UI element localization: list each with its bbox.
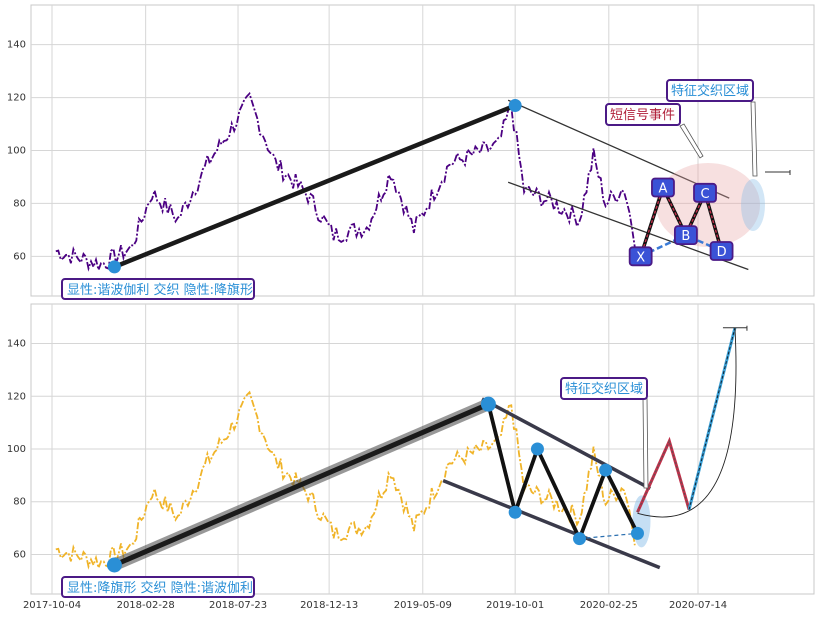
bottom-zigzag-marker	[508, 505, 522, 519]
bottom-trend-line	[113, 401, 490, 568]
pattern-overlays: X A B C D	[106, 99, 791, 573]
top-trend-line	[113, 103, 516, 269]
bottom-trend-marker	[106, 557, 122, 573]
y-tick-label: 80	[13, 497, 26, 508]
top-legend-text: 显性:谐波伽利 交织 隐性:降旗形	[67, 282, 253, 298]
y-tick-label: 140	[7, 40, 26, 51]
bottom-zigzag-marker	[599, 463, 613, 477]
top-region-pointer	[750, 101, 758, 177]
bottom-trend-marker	[480, 396, 496, 412]
harmonic-label-c: C	[700, 187, 709, 202]
projection-arc	[637, 327, 737, 518]
bottom-channel-line	[481, 397, 652, 491]
top-channel-line	[507, 99, 730, 199]
harmonic-point-a	[651, 177, 675, 198]
bottom-price-line	[55, 390, 636, 571]
harmonic-label-x: X	[636, 250, 645, 265]
harmonic-label-d: D	[717, 245, 727, 260]
top-region-text: 特征交织区域	[671, 83, 749, 99]
x-tick-label: 2019-10-01	[486, 600, 544, 611]
harmonic-point-x	[628, 246, 653, 267]
event-pointer	[679, 123, 704, 159]
bottom-zigzag-marker	[530, 442, 544, 456]
top-bracket	[765, 170, 791, 175]
harmonic-point-b	[673, 225, 698, 246]
x-tick-label: 2020-07-14	[669, 600, 727, 611]
bottom-legend-text: 显性:降旗形 交织 隐性:谐波伽利	[67, 580, 253, 596]
x-tick-label: 2019-05-09	[394, 600, 452, 611]
top-trend-start-marker	[107, 260, 121, 274]
y-tick-label: 100	[7, 146, 26, 157]
y-tick-label: 100	[7, 444, 26, 455]
y-tick-label: 140	[7, 339, 26, 350]
bottom-channel-line	[442, 479, 661, 570]
x-tick-label: 2017-10-04	[23, 600, 81, 611]
bottom-legend-label: 显性:降旗形 交织 隐性:谐波伽利	[61, 576, 255, 598]
bottom-region-text: 特征交织区域	[565, 381, 643, 397]
y-tick-label: 120	[7, 391, 26, 402]
y-tick-label: 60	[13, 549, 26, 560]
x-tick-label: 2018-12-13	[300, 600, 358, 611]
bottom-region-label: 特征交织区域	[560, 377, 648, 400]
event-label: 短信号事件	[605, 103, 681, 126]
top-legend-label: 显性:谐波伽利 交织 隐性:降旗形	[61, 278, 255, 300]
x-tick-label: 2018-07-23	[209, 600, 267, 611]
bottom-zigzag-marker	[630, 526, 644, 540]
y-tick-label: 80	[13, 198, 26, 209]
axis-ticks: 60 80 100 120 140 60 80 100 120 140 2017-10-04 2018…	[7, 40, 727, 611]
harmonic-label-a: A	[659, 182, 668, 197]
top-focus-zone	[741, 179, 765, 231]
harmonic-point-d	[709, 241, 734, 261]
projection-blue-accent	[688, 327, 736, 510]
top-price-line	[55, 91, 636, 273]
x-tick-label: 2018-02-28	[117, 600, 175, 611]
projection-red-accent	[637, 439, 690, 513]
y-tick-label: 120	[7, 93, 26, 104]
event-label-text: 短信号事件	[610, 108, 675, 123]
bottom-zigzag-marker	[573, 532, 587, 546]
bottom-region-pointer	[642, 397, 649, 489]
bottom-dashed-base	[579, 532, 638, 540]
x-tick-label: 2020-02-25	[580, 600, 638, 611]
top-region-label: 特征交织区域	[666, 79, 754, 102]
price-series	[55, 91, 636, 571]
bottom-bracket	[722, 325, 748, 331]
bottom-zigzag	[486, 403, 640, 544]
y-tick-label: 60	[13, 251, 26, 262]
top-trend-end-marker	[508, 99, 522, 113]
top-channel-line	[507, 181, 749, 271]
harmonic-point-c	[693, 182, 717, 203]
harmonic-label-b: B	[681, 229, 690, 244]
